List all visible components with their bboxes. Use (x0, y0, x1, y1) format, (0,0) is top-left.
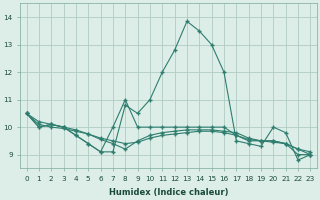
X-axis label: Humidex (Indice chaleur): Humidex (Indice chaleur) (109, 188, 228, 197)
